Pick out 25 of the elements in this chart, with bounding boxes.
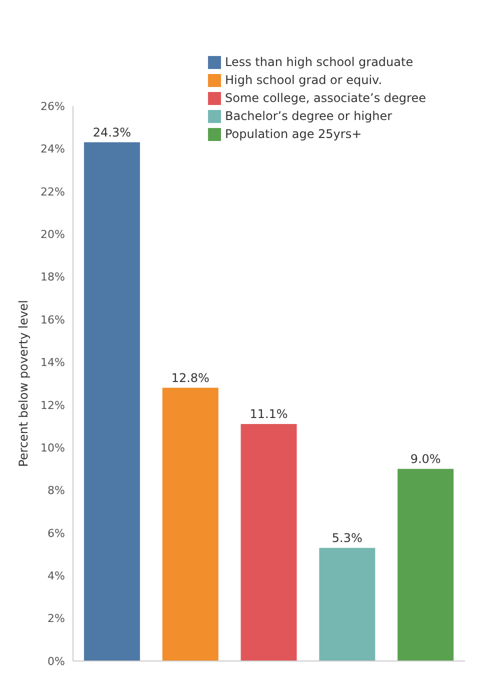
y-tick-label: 26% (40, 100, 65, 113)
y-tick-label: 6% (48, 526, 65, 540)
y-tick-label: 10% (40, 441, 65, 454)
legend-label: Some college, associate’s degree (225, 91, 426, 105)
y-tick-label: 18% (40, 270, 65, 284)
y-tick-label: 2% (48, 612, 65, 626)
legend-label: Less than high school graduate (225, 55, 414, 69)
data-label: 24.3% (92, 125, 132, 140)
legend-label: Population age 25yrs+ (225, 127, 362, 141)
legend-label: High school grad or equiv. (225, 73, 382, 87)
y-tick-label: 0% (48, 654, 65, 668)
y-tick-label: 8% (48, 484, 65, 498)
y-tick-label: 14% (40, 356, 65, 370)
legend-label: Bachelor’s degree or higher (225, 109, 392, 123)
data-label: 12.8% (171, 370, 210, 385)
data-label: 9.0% (410, 452, 441, 466)
y-tick-label: 22% (40, 185, 65, 198)
data-label: 5.3% (332, 530, 362, 545)
y-tick-label: 16% (40, 313, 65, 326)
y-axis-title: Percent below poverty level (16, 300, 30, 467)
y-tick-label: 20% (40, 228, 65, 241)
y-tick-label: 4% (48, 570, 65, 583)
y-tick-label: 24% (40, 142, 65, 156)
y-tick-label: 12% (40, 398, 65, 412)
data-label: 11.1% (250, 407, 288, 422)
